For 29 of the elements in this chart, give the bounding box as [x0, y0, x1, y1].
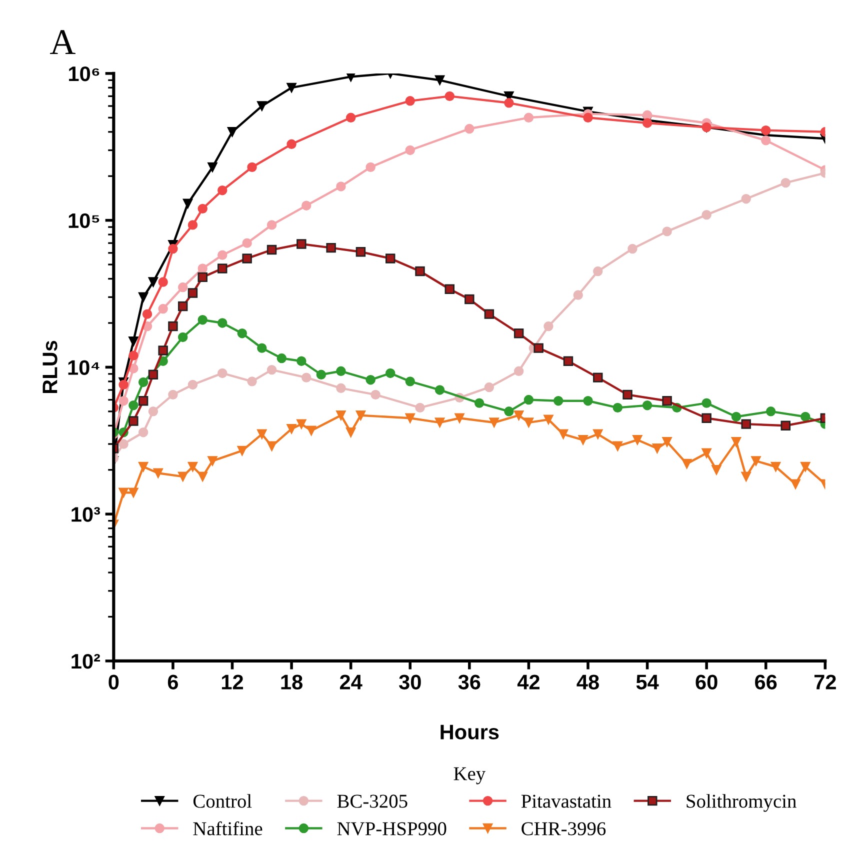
y-tick-label: 10⁵	[68, 213, 100, 228]
x-tick-label: 12	[222, 674, 244, 690]
x-tick-label: 48	[576, 674, 599, 690]
y-tick-label: 10⁶	[69, 66, 100, 82]
x-tick-label: 24	[340, 674, 362, 690]
x-axis-title: Hours	[440, 724, 499, 740]
legend-label: Solithromycin	[686, 794, 796, 812]
y-axis-title: RLUs	[42, 340, 58, 394]
legend-title: Key	[454, 767, 486, 784]
x-tick-label: 42	[517, 674, 540, 690]
legend-label: BC-3205	[337, 794, 408, 808]
legend-label: Pitavastatin	[521, 794, 612, 808]
legend-label: CHR-3996	[522, 822, 606, 836]
legend-label: Control	[193, 794, 252, 808]
y-tick-label: 10⁴	[68, 360, 100, 375]
y-tick-label: 10³	[72, 507, 100, 522]
y-tick-label: 10²	[72, 654, 100, 669]
x-tick-label: 30	[399, 674, 421, 690]
x-tick-label: 36	[458, 674, 480, 690]
x-tick-label: 0	[108, 674, 119, 690]
legend-label: NVP-HSP990	[337, 822, 446, 836]
x-tick-label: 18	[281, 674, 302, 690]
chart-title: A	[50, 30, 76, 54]
x-tick-label: 66	[755, 674, 777, 690]
legend-label: Naftifine	[193, 821, 262, 836]
x-tick-label: 54	[636, 674, 659, 690]
x-tick-label: 72	[814, 674, 836, 690]
x-tick-label: 6	[168, 674, 178, 690]
x-tick-label: 60	[696, 674, 718, 690]
